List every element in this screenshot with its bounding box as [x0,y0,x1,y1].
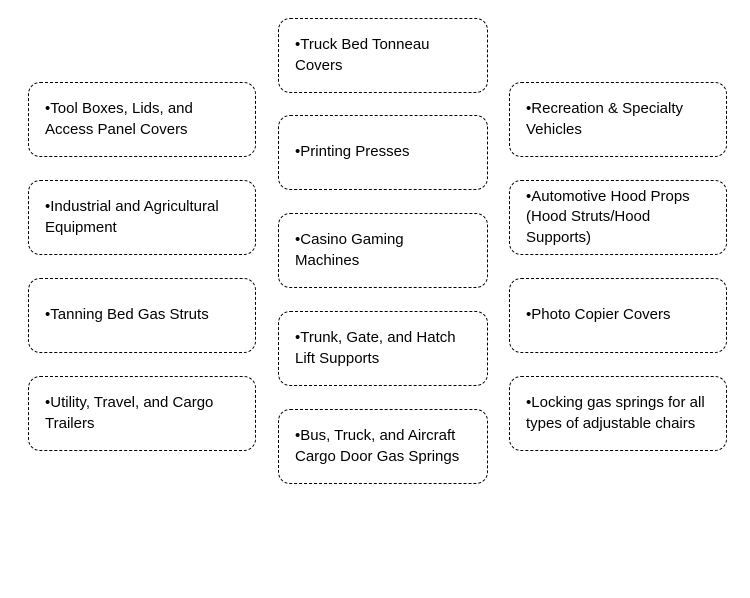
category-label: •Utility, Travel, and Cargo Trailers [45,393,239,434]
category-label: •Printing Presses [295,142,409,162]
category-card: •Tanning Bed Gas Struts [28,278,256,353]
category-card: •Locking gas springs for all types of ad… [509,376,727,451]
category-card: •Tool Boxes, Lids, and Access Panel Cove… [28,82,256,157]
category-card: •Trunk, Gate, and Hatch Lift Supports [278,311,488,386]
category-label: •Industrial and Agricultural Equipment [45,197,239,238]
category-label: •Casino Gaming Machines [295,230,471,271]
category-card: •Automotive Hood Props (Hood Struts/Hood… [509,180,727,255]
category-label: •Tanning Bed Gas Struts [45,305,209,325]
category-label: •Recreation & Specialty Vehicles [526,99,710,140]
category-card: •Bus, Truck, and Aircraft Cargo Door Gas… [278,409,488,484]
category-label: •Trunk, Gate, and Hatch Lift Supports [295,328,471,369]
category-label: •Truck Bed Tonneau Covers [295,35,471,76]
category-card: •Truck Bed Tonneau Covers [278,18,488,93]
category-card: •Photo Copier Covers [509,278,727,353]
category-label: •Tool Boxes, Lids, and Access Panel Cove… [45,99,239,140]
category-label: •Locking gas springs for all types of ad… [526,393,710,434]
category-card: •Industrial and Agricultural Equipment [28,180,256,255]
category-label: •Bus, Truck, and Aircraft Cargo Door Gas… [295,426,471,467]
category-card: •Utility, Travel, and Cargo Trailers [28,376,256,451]
category-card: •Casino Gaming Machines [278,213,488,288]
category-card: •Recreation & Specialty Vehicles [509,82,727,157]
category-label: •Automotive Hood Props (Hood Struts/Hood… [526,187,710,248]
category-card: •Printing Presses [278,115,488,190]
category-label: •Photo Copier Covers [526,305,671,325]
